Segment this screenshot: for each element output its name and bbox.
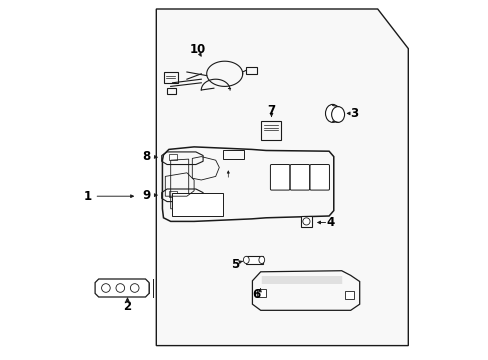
Ellipse shape (116, 284, 124, 292)
Text: 8: 8 (142, 150, 150, 163)
Polygon shape (156, 9, 407, 346)
Bar (257, 289, 266, 297)
Ellipse shape (102, 284, 110, 292)
Bar (168, 191, 177, 197)
Ellipse shape (325, 104, 339, 122)
FancyBboxPatch shape (270, 165, 289, 190)
Ellipse shape (130, 284, 139, 292)
Ellipse shape (243, 256, 249, 264)
Ellipse shape (302, 218, 309, 225)
Text: 6: 6 (251, 288, 260, 301)
Text: 1: 1 (83, 190, 92, 203)
Bar (246, 256, 262, 264)
Ellipse shape (331, 107, 344, 122)
Bar (172, 193, 223, 216)
Bar (345, 291, 354, 299)
Text: 3: 3 (349, 107, 358, 120)
Text: 5: 5 (230, 258, 239, 271)
Text: 7: 7 (267, 104, 275, 117)
Text: 10: 10 (189, 43, 205, 56)
Bar (168, 154, 177, 160)
Text: 2: 2 (123, 300, 131, 313)
Text: 9: 9 (142, 189, 150, 202)
FancyBboxPatch shape (289, 165, 309, 190)
FancyBboxPatch shape (309, 165, 329, 190)
Ellipse shape (258, 256, 264, 264)
Text: 4: 4 (326, 216, 334, 229)
Bar (301, 216, 311, 227)
